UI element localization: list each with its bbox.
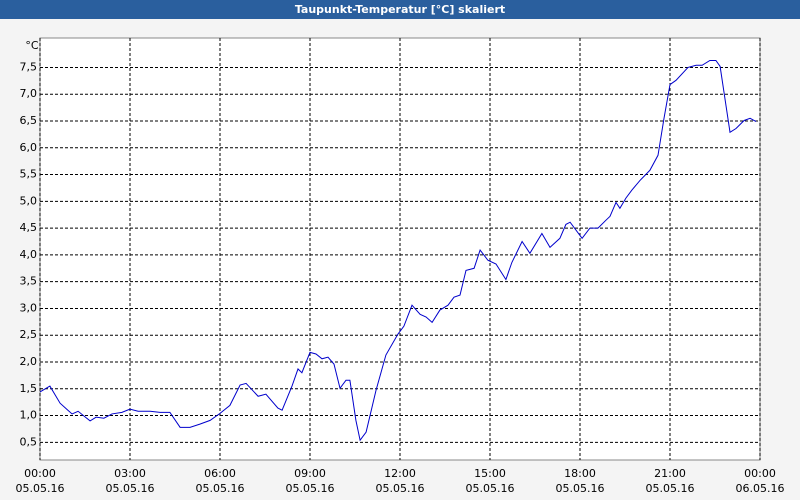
data-line [39, 59, 757, 442]
y-tick-label: 1,0 [20, 409, 38, 422]
y-tick-label: 7,0 [20, 87, 38, 100]
y-tick-label: 5,0 [20, 194, 38, 207]
y-tick-label: 6,0 [20, 141, 38, 154]
title-bar [0, 0, 800, 19]
x-tick-label: 00:00 06.05.16 [735, 467, 785, 495]
x-tick-label: 12:00 05.05.16 [375, 467, 425, 495]
x-tick-label: 00:00 05.05.16 [15, 467, 65, 495]
y-tick-label: 4,5 [20, 221, 38, 234]
y-tick-label: 3,0 [20, 301, 38, 314]
x-tick-label: 21:00 05.05.16 [645, 467, 695, 495]
y-tick-label: 2,5 [20, 328, 38, 341]
x-tick-label: 09:00 05.05.16 [285, 467, 335, 495]
chart-title: Taupunkt-Temperatur [°C] skaliert [295, 3, 505, 16]
y-tick-label: 5,5 [20, 168, 38, 181]
y-tick-label: 4,0 [20, 248, 38, 261]
y-tick-label: 0,5 [20, 435, 38, 448]
x-tick-label: 15:00 05.05.16 [465, 467, 515, 495]
y-tick-label: 7,5 [20, 60, 38, 73]
x-tick-label: 06:00 05.05.16 [195, 467, 245, 495]
y-unit: °C [25, 39, 39, 52]
y-tick-label: 6,5 [20, 114, 38, 127]
x-tick-label: 03:00 05.05.16 [105, 467, 155, 495]
x-tick-label: 18:00 05.05.16 [555, 467, 605, 495]
y-tick-label: 3,5 [20, 275, 38, 288]
y-tick-label: 2,0 [20, 355, 38, 368]
y-tick-label: 1,5 [20, 382, 38, 395]
